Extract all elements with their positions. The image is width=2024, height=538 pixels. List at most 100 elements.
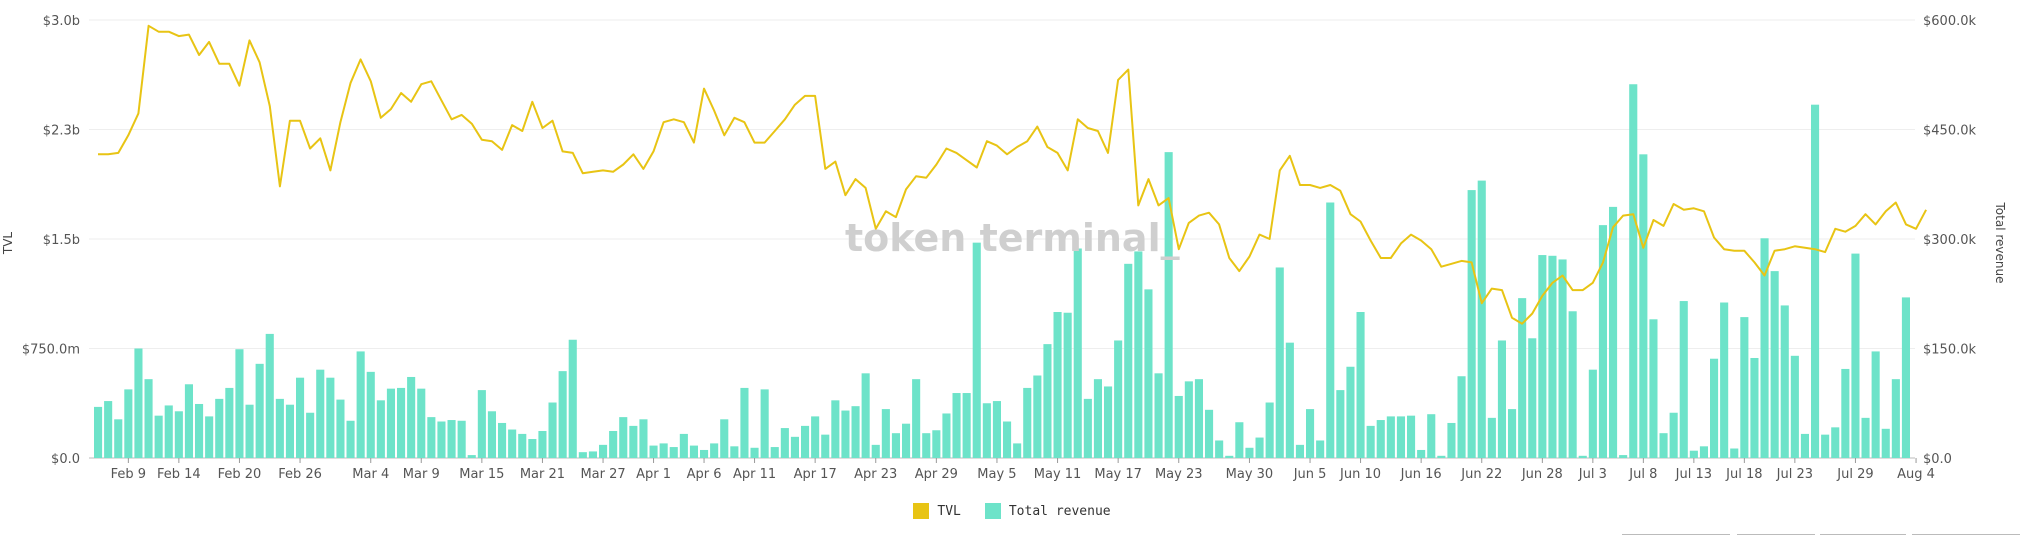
revenue-bar[interactable] — [1033, 375, 1042, 458]
revenue-bar[interactable] — [1043, 344, 1052, 458]
revenue-bar[interactable] — [1710, 358, 1719, 458]
revenue-bar[interactable] — [1235, 422, 1244, 458]
revenue-bar[interactable] — [1811, 104, 1820, 459]
revenue-bar[interactable] — [1275, 267, 1284, 458]
revenue-bar[interactable] — [205, 416, 214, 458]
revenue-bar[interactable] — [922, 433, 931, 458]
revenue-bar[interactable] — [356, 351, 365, 458]
revenue-bar[interactable] — [1447, 422, 1456, 458]
revenue-bar[interactable] — [316, 369, 325, 458]
revenue-bar[interactable] — [1407, 415, 1416, 458]
revenue-bar[interactable] — [710, 443, 719, 458]
revenue-bar[interactable] — [1194, 379, 1203, 458]
revenue-bar[interactable] — [215, 398, 224, 458]
footer-button-1[interactable] — [1622, 534, 1730, 538]
revenue-bar[interactable] — [1841, 368, 1850, 458]
revenue-bar[interactable] — [1053, 312, 1062, 458]
revenue-bar[interactable] — [457, 420, 466, 458]
revenue-bar[interactable] — [144, 379, 153, 458]
revenue-bar[interactable] — [1497, 340, 1506, 458]
revenue-bar[interactable] — [1083, 398, 1092, 458]
revenue-bar[interactable] — [790, 436, 799, 458]
revenue-bar[interactable] — [851, 406, 860, 458]
revenue-bar[interactable] — [306, 412, 315, 458]
revenue-bar[interactable] — [1487, 417, 1496, 458]
revenue-bar[interactable] — [1144, 289, 1153, 458]
revenue-bar[interactable] — [1821, 434, 1830, 458]
revenue-bar[interactable] — [871, 444, 880, 458]
revenue-bar[interactable] — [629, 425, 638, 458]
revenue-bar[interactable] — [1720, 302, 1729, 458]
revenue-bar[interactable] — [1417, 449, 1426, 458]
revenue-bar[interactable] — [548, 402, 557, 458]
revenue-bar[interactable] — [1326, 202, 1335, 459]
revenue-bar[interactable] — [1871, 351, 1880, 458]
footer-button-3[interactable] — [1820, 534, 1906, 538]
revenue-bar[interactable] — [225, 387, 234, 458]
tvl-series-line[interactable] — [98, 24, 1927, 325]
revenue-bar[interactable] — [1699, 446, 1708, 458]
revenue-bar[interactable] — [1265, 402, 1274, 458]
revenue-bar[interactable] — [1316, 440, 1325, 458]
revenue-bar[interactable] — [1649, 319, 1658, 458]
revenue-bar[interactable] — [1285, 342, 1294, 458]
revenue-bar[interactable] — [1427, 414, 1436, 458]
revenue-bar[interactable] — [1306, 409, 1315, 458]
revenue-bar[interactable] — [1467, 190, 1476, 458]
revenue-bar[interactable] — [891, 433, 900, 458]
revenue-bar[interactable] — [1558, 259, 1567, 458]
revenue-bar[interactable] — [104, 401, 113, 458]
revenue-bar[interactable] — [700, 449, 709, 458]
revenue-bar[interactable] — [952, 393, 961, 458]
revenue-bar[interactable] — [235, 349, 244, 458]
revenue-bar[interactable] — [588, 451, 597, 458]
revenue-bar[interactable] — [1780, 305, 1789, 458]
revenue-bar[interactable] — [1588, 369, 1597, 458]
revenue-bar[interactable] — [932, 430, 941, 458]
revenue-bar[interactable] — [386, 388, 395, 458]
revenue-bar[interactable] — [912, 379, 921, 458]
revenue-bar[interactable] — [992, 401, 1001, 458]
revenue-bar[interactable] — [336, 399, 345, 458]
revenue-bar[interactable] — [1255, 437, 1264, 458]
revenue-bar[interactable] — [1750, 357, 1759, 458]
revenue-bar[interactable] — [689, 445, 698, 458]
revenue-bar[interactable] — [1578, 455, 1587, 458]
revenue-bar[interactable] — [841, 410, 850, 458]
revenue-bar[interactable] — [1629, 84, 1638, 459]
revenue-bar[interactable] — [1518, 298, 1527, 458]
revenue-bar[interactable] — [296, 377, 305, 458]
revenue-bar[interactable] — [1174, 395, 1183, 458]
revenue-bar[interactable] — [1245, 447, 1254, 458]
revenue-bar[interactable] — [366, 371, 375, 458]
revenue-bar[interactable] — [1457, 376, 1466, 458]
revenue-bar[interactable] — [609, 430, 618, 458]
revenue-bar[interactable] — [518, 433, 527, 458]
revenue-bar[interactable] — [639, 419, 648, 458]
revenue-bar[interactable] — [821, 434, 830, 458]
revenue-bar[interactable] — [417, 388, 426, 458]
revenue-bar[interactable] — [437, 421, 446, 459]
revenue-bar[interactable] — [114, 419, 123, 458]
revenue-bar[interactable] — [275, 398, 284, 458]
revenue-bar[interactable] — [780, 428, 789, 458]
revenue-bar[interactable] — [750, 447, 759, 458]
revenue-bar[interactable] — [811, 416, 820, 458]
revenue-bar[interactable] — [942, 413, 951, 458]
revenue-bar[interactable] — [1740, 317, 1749, 458]
revenue-bar[interactable] — [1891, 379, 1900, 458]
revenue-bar[interactable] — [326, 377, 335, 458]
revenue-bar[interactable] — [902, 423, 911, 458]
revenue-bar[interactable] — [1528, 338, 1537, 458]
revenue-bar[interactable] — [447, 420, 456, 458]
revenue-bar[interactable] — [861, 373, 870, 458]
revenue-bar[interactable] — [1063, 312, 1072, 458]
revenue-bar[interactable] — [184, 384, 193, 458]
revenue-bar[interactable] — [1881, 428, 1890, 458]
revenue-bar[interactable] — [760, 389, 769, 458]
revenue-bar[interactable] — [962, 393, 971, 458]
revenue-bar[interactable] — [1639, 154, 1648, 458]
revenue-bar[interactable] — [1386, 416, 1395, 458]
revenue-bar[interactable] — [568, 339, 577, 458]
revenue-bar[interactable] — [1538, 255, 1547, 458]
